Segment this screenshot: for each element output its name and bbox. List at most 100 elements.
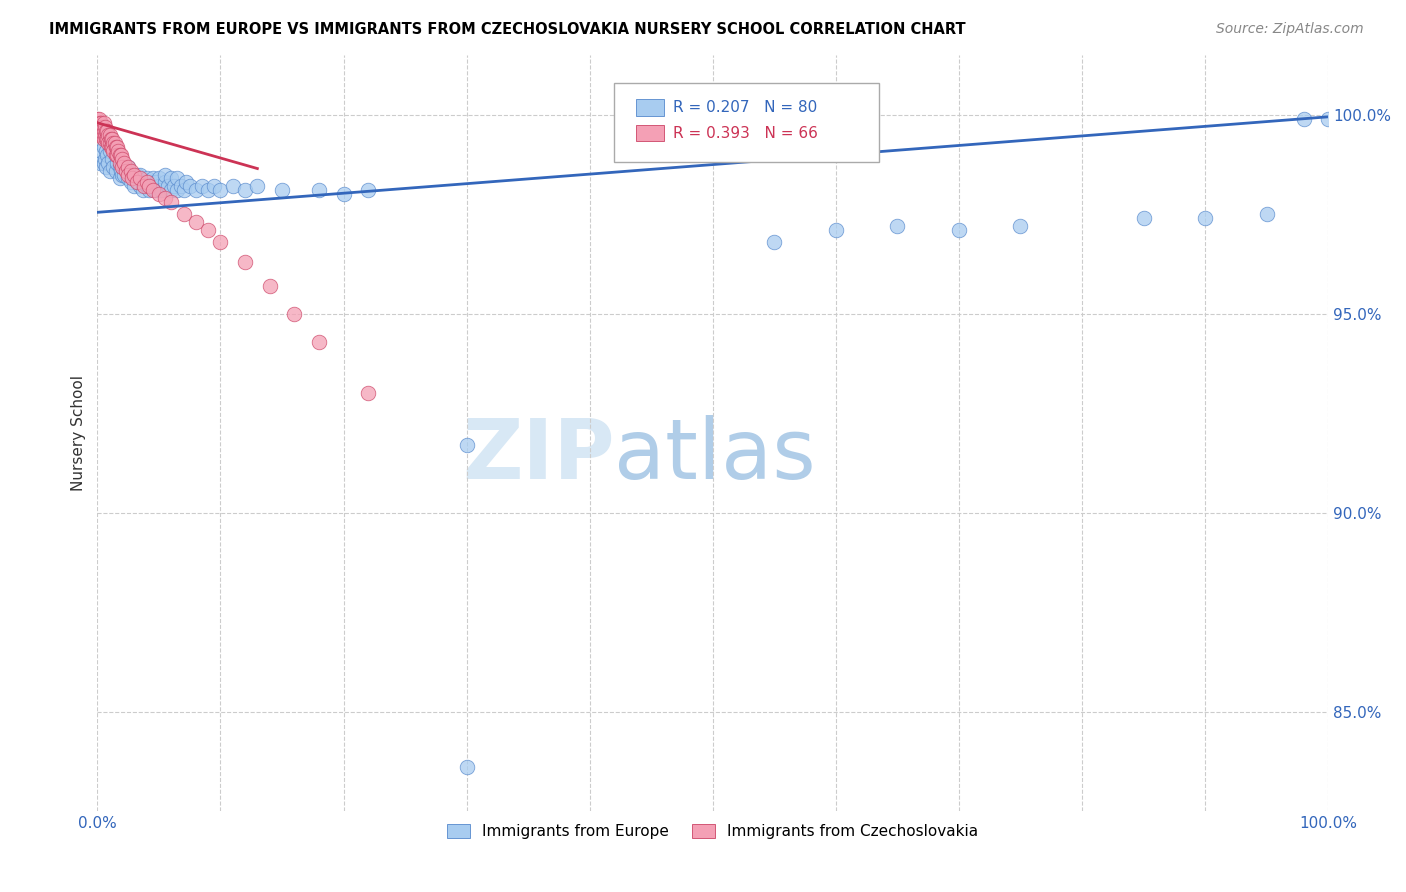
- Point: [191, 179, 214, 194]
- Point: [1256, 207, 1278, 221]
- Point: [98, 136, 121, 150]
- Text: ZIP: ZIP: [461, 416, 614, 496]
- Point: [117, 160, 139, 174]
- Point: [259, 279, 281, 293]
- Point: [763, 235, 786, 249]
- Point: [160, 183, 183, 197]
- Point: [824, 223, 846, 237]
- Point: [456, 438, 478, 452]
- Point: [114, 163, 136, 178]
- Point: [120, 163, 142, 178]
- Point: [129, 168, 152, 182]
- Point: [111, 155, 134, 169]
- Point: [103, 160, 125, 174]
- Point: [142, 183, 165, 197]
- Point: [174, 176, 197, 190]
- Point: [124, 179, 146, 194]
- Point: [145, 176, 167, 190]
- Legend: Immigrants from Europe, Immigrants from Czechoslovakia: Immigrants from Europe, Immigrants from …: [441, 818, 984, 845]
- Point: [1010, 219, 1032, 234]
- Point: [96, 131, 118, 145]
- Point: [94, 144, 117, 158]
- Point: [197, 183, 219, 197]
- Point: [456, 760, 478, 774]
- Point: [105, 139, 128, 153]
- Point: [97, 136, 120, 150]
- Point: [222, 179, 245, 194]
- Point: [121, 168, 143, 182]
- Point: [135, 176, 157, 190]
- Point: [87, 120, 110, 134]
- Point: [101, 152, 124, 166]
- Point: [110, 163, 132, 178]
- Point: [124, 171, 146, 186]
- Point: [125, 176, 148, 190]
- Point: [184, 215, 207, 229]
- Point: [1292, 112, 1315, 126]
- Point: [96, 147, 118, 161]
- Point: [138, 183, 160, 197]
- Point: [132, 183, 155, 197]
- Point: [117, 171, 139, 186]
- Point: [160, 195, 183, 210]
- Point: [173, 207, 195, 221]
- Point: [104, 147, 127, 161]
- Point: [97, 128, 120, 142]
- Point: [138, 179, 160, 194]
- Point: [93, 155, 115, 169]
- Bar: [637, 99, 664, 116]
- Point: [103, 136, 125, 150]
- Point: [93, 128, 115, 142]
- Point: [112, 155, 135, 169]
- Point: [184, 183, 207, 197]
- Bar: [637, 125, 664, 141]
- Point: [886, 219, 908, 234]
- Point: [114, 160, 136, 174]
- Point: [105, 147, 128, 161]
- Point: [112, 168, 135, 182]
- Point: [233, 183, 256, 197]
- Point: [101, 139, 124, 153]
- Point: [357, 183, 380, 197]
- Point: [103, 144, 125, 158]
- Point: [96, 124, 118, 138]
- Point: [103, 136, 125, 150]
- Text: atlas: atlas: [614, 416, 815, 496]
- Point: [197, 223, 219, 237]
- Point: [91, 120, 114, 134]
- Text: Source: ZipAtlas.com: Source: ZipAtlas.com: [1216, 22, 1364, 37]
- Point: [101, 131, 124, 145]
- Point: [948, 223, 970, 237]
- Point: [121, 171, 143, 186]
- Point: [105, 155, 128, 169]
- Text: R = 0.207   N = 80: R = 0.207 N = 80: [673, 100, 818, 115]
- Point: [104, 139, 127, 153]
- Point: [107, 144, 129, 158]
- Point: [98, 128, 121, 142]
- Point: [142, 179, 165, 194]
- Point: [246, 179, 269, 194]
- Point: [90, 116, 112, 130]
- Point: [111, 168, 134, 182]
- Point: [104, 147, 127, 161]
- Point: [179, 179, 201, 194]
- Point: [129, 171, 152, 186]
- Point: [124, 168, 146, 182]
- Point: [129, 179, 152, 194]
- Point: [104, 163, 127, 178]
- Point: [308, 334, 330, 349]
- Point: [89, 155, 111, 169]
- Point: [143, 183, 166, 197]
- Point: [153, 176, 176, 190]
- Point: [153, 191, 176, 205]
- Point: [332, 187, 354, 202]
- Point: [86, 128, 108, 142]
- Text: R = 0.393   N = 66: R = 0.393 N = 66: [673, 126, 818, 141]
- Point: [142, 171, 165, 186]
- Point: [100, 139, 122, 153]
- Point: [94, 124, 117, 138]
- Point: [94, 160, 117, 174]
- Point: [135, 179, 157, 194]
- Point: [91, 128, 114, 142]
- Point: [117, 160, 139, 174]
